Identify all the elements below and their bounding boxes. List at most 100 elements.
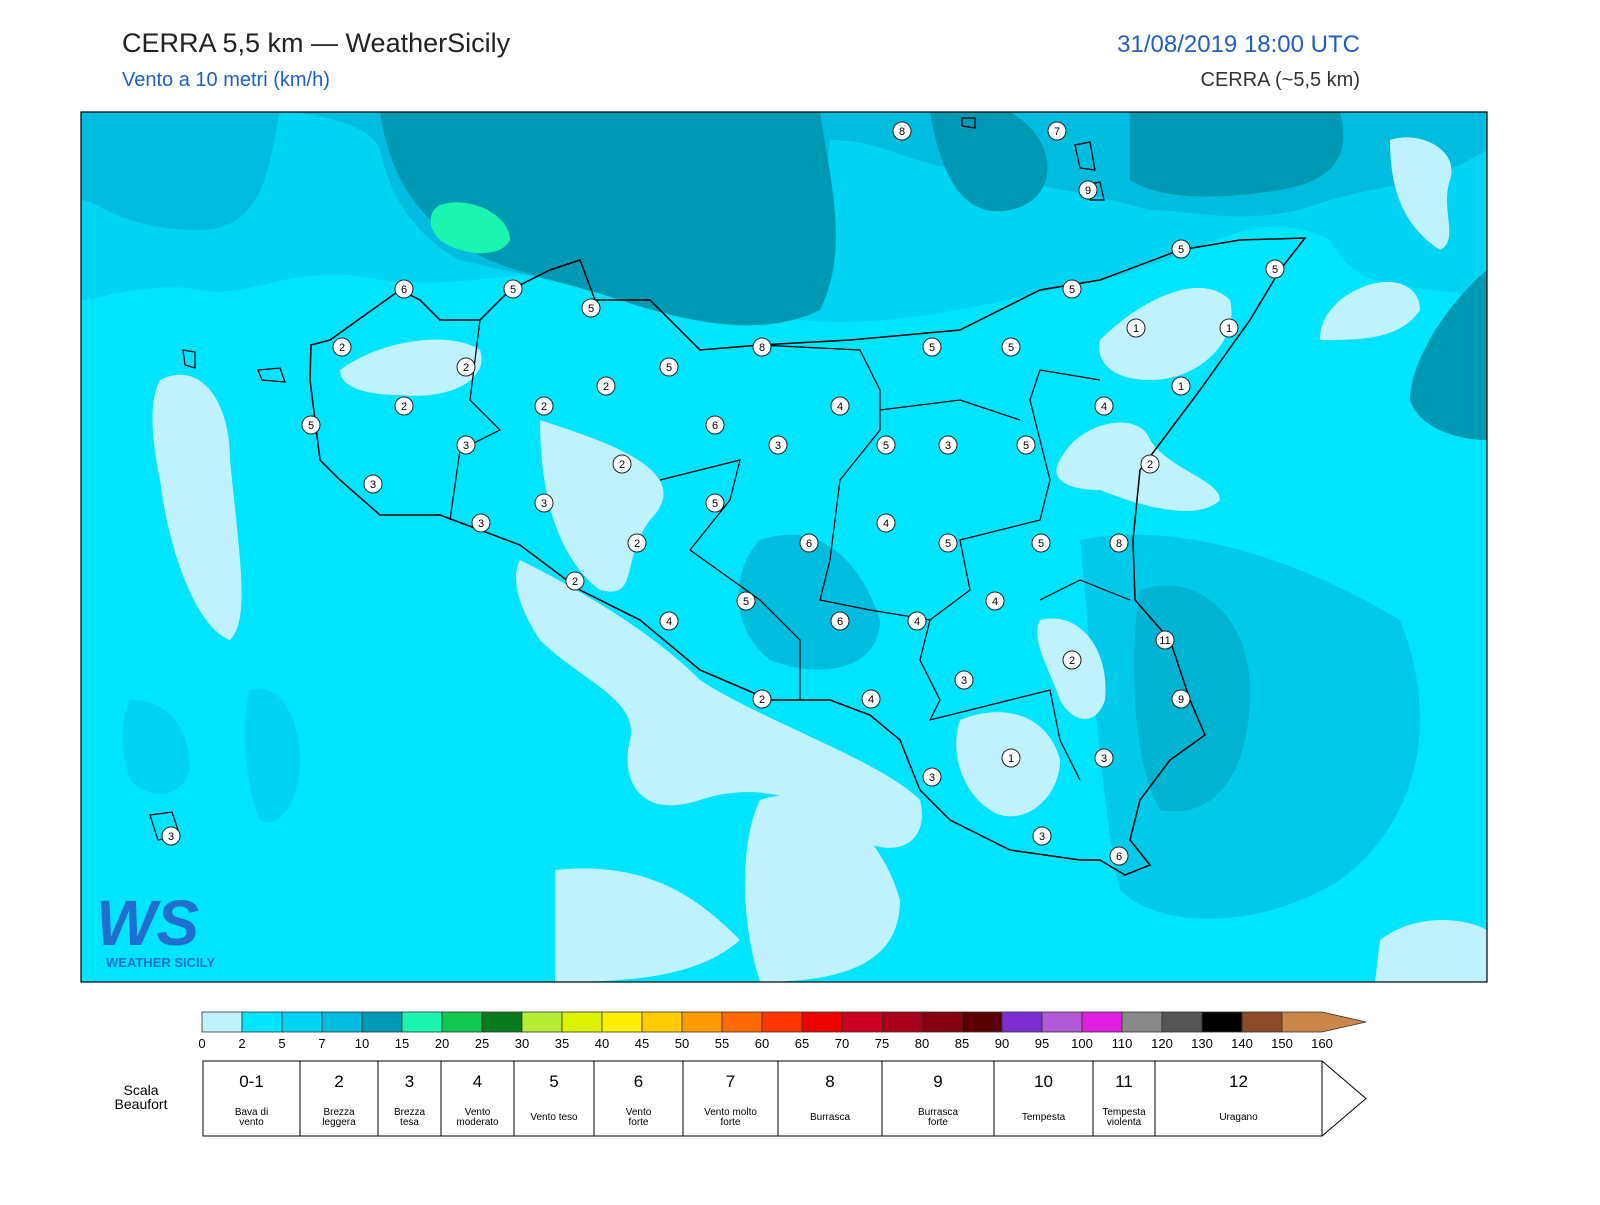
wind-area bbox=[152, 374, 242, 640]
colorbar-tick-label: 60 bbox=[755, 1036, 769, 1051]
station-marker bbox=[596, 376, 616, 396]
station-value: 3 bbox=[168, 831, 174, 843]
wind-area bbox=[1410, 270, 1487, 440]
station-value: 9 bbox=[1178, 694, 1184, 706]
station-value: 4 bbox=[837, 401, 843, 413]
wind-area bbox=[1320, 281, 1420, 340]
station-value: 2 bbox=[1069, 655, 1075, 667]
station-marker bbox=[876, 435, 896, 455]
colorbar-segment bbox=[1041, 1011, 1083, 1033]
station-marker bbox=[830, 396, 850, 416]
colorbar-tick-label: 55 bbox=[715, 1036, 729, 1051]
beaufort-desc: Tempesta bbox=[1102, 1107, 1146, 1118]
beaufort-desc: Uragano bbox=[1219, 1112, 1258, 1123]
colorbar-tick-label: 45 bbox=[635, 1036, 649, 1051]
station-value: 7 bbox=[1054, 126, 1060, 138]
station-marker bbox=[938, 533, 958, 553]
colorbar-tick-label: 95 bbox=[1035, 1036, 1049, 1051]
colorbar-segment bbox=[201, 1011, 243, 1033]
colorbar-segment bbox=[321, 1011, 363, 1033]
station-marker bbox=[799, 533, 819, 553]
station-value: 5 bbox=[883, 440, 889, 452]
beaufort-desc: tesa bbox=[400, 1117, 419, 1128]
beaufort-box bbox=[513, 1060, 595, 1137]
station-marker bbox=[1219, 318, 1239, 338]
colorbar-tick-label: 150 bbox=[1271, 1036, 1293, 1051]
station-marker bbox=[1016, 435, 1036, 455]
station-marker bbox=[1094, 396, 1114, 416]
beaufort-desc: Bava di bbox=[235, 1107, 268, 1118]
colorbar-segment bbox=[921, 1011, 963, 1033]
station-marker bbox=[1171, 239, 1191, 259]
station-marker bbox=[736, 591, 756, 611]
coastline bbox=[309, 237, 1307, 876]
station-value: 4 bbox=[868, 694, 874, 706]
wind-area bbox=[1099, 287, 1232, 380]
beaufort-box bbox=[377, 1060, 442, 1137]
beaufort-force: 4 bbox=[473, 1072, 482, 1091]
colorbar-tick-label: 75 bbox=[875, 1036, 889, 1051]
colorbar-tick-label: 130 bbox=[1191, 1036, 1213, 1051]
colorbar-segment bbox=[561, 1011, 603, 1033]
station-marker bbox=[581, 298, 601, 318]
station-value: 6 bbox=[401, 284, 407, 296]
colorbar-segment bbox=[1081, 1011, 1123, 1033]
station-marker bbox=[1047, 121, 1067, 141]
colorbar-segment bbox=[401, 1011, 443, 1033]
wind-area bbox=[430, 202, 510, 254]
station-value: 3 bbox=[775, 440, 781, 452]
station-marker bbox=[161, 826, 181, 846]
colorbar: 0 2 5 7 10 15 20 25 30 35 40 45 50 55 60 65 70 75 80 85 90 95… bbox=[198, 1011, 1367, 1051]
colorbar-segment bbox=[881, 1011, 923, 1033]
station-value: 3 bbox=[541, 498, 547, 510]
beaufort-force: 9 bbox=[933, 1072, 942, 1091]
station-value: 2 bbox=[1147, 459, 1153, 471]
colorbar-segment bbox=[1001, 1011, 1043, 1033]
logo-mark: WS bbox=[96, 887, 199, 959]
beaufort-title: Scala bbox=[123, 1082, 158, 1098]
station-value: 5 bbox=[1023, 440, 1029, 452]
wind-area bbox=[1056, 422, 1220, 511]
station-marker bbox=[705, 415, 725, 435]
beaufort-force: 10 bbox=[1034, 1072, 1053, 1091]
station-marker bbox=[752, 337, 772, 357]
beaufort-force: 11 bbox=[1115, 1072, 1133, 1091]
colorbar-tick-label: 40 bbox=[595, 1036, 609, 1051]
station-marker bbox=[456, 357, 476, 377]
station-value: 4 bbox=[914, 616, 920, 628]
beaufort-desc: Brezza bbox=[394, 1107, 426, 1118]
wind-area bbox=[930, 112, 1048, 212]
station-value: 6 bbox=[837, 616, 843, 628]
colorbar-tick-label: 15 bbox=[395, 1036, 409, 1051]
colorbar-segment bbox=[1201, 1011, 1243, 1033]
station-value: 4 bbox=[666, 616, 672, 628]
wind-area bbox=[516, 560, 922, 848]
station-value: 5 bbox=[1038, 538, 1044, 550]
beaufort-box bbox=[682, 1060, 779, 1137]
station-marker bbox=[1001, 337, 1021, 357]
station-value: 5 bbox=[929, 342, 935, 354]
beaufort-force: 2 bbox=[334, 1072, 343, 1091]
station-value: 2 bbox=[541, 401, 547, 413]
station-marker bbox=[1031, 533, 1051, 553]
station-marker bbox=[1062, 650, 1082, 670]
station-marker bbox=[768, 435, 788, 455]
station-marker bbox=[922, 767, 942, 787]
colorbar-tick-label: 160 bbox=[1311, 1036, 1333, 1051]
colorbar-tick-label: 5 bbox=[278, 1036, 285, 1051]
station-marker bbox=[565, 571, 585, 591]
colorbar-tick-label: 50 bbox=[675, 1036, 689, 1051]
wind-area bbox=[1375, 920, 1487, 982]
colorbar-segment bbox=[521, 1011, 563, 1033]
colorbar-segment bbox=[441, 1011, 483, 1033]
station-value: 5 bbox=[1272, 264, 1278, 276]
station-value: 4 bbox=[992, 596, 998, 608]
station-marker bbox=[954, 670, 974, 690]
beaufort-desc: violenta bbox=[1107, 1117, 1142, 1128]
wind-area bbox=[1130, 112, 1344, 197]
station-value: 11 bbox=[1159, 635, 1170, 647]
wind-area bbox=[380, 112, 836, 326]
station-value: 4 bbox=[1101, 401, 1107, 413]
station-value: 3 bbox=[961, 675, 967, 687]
